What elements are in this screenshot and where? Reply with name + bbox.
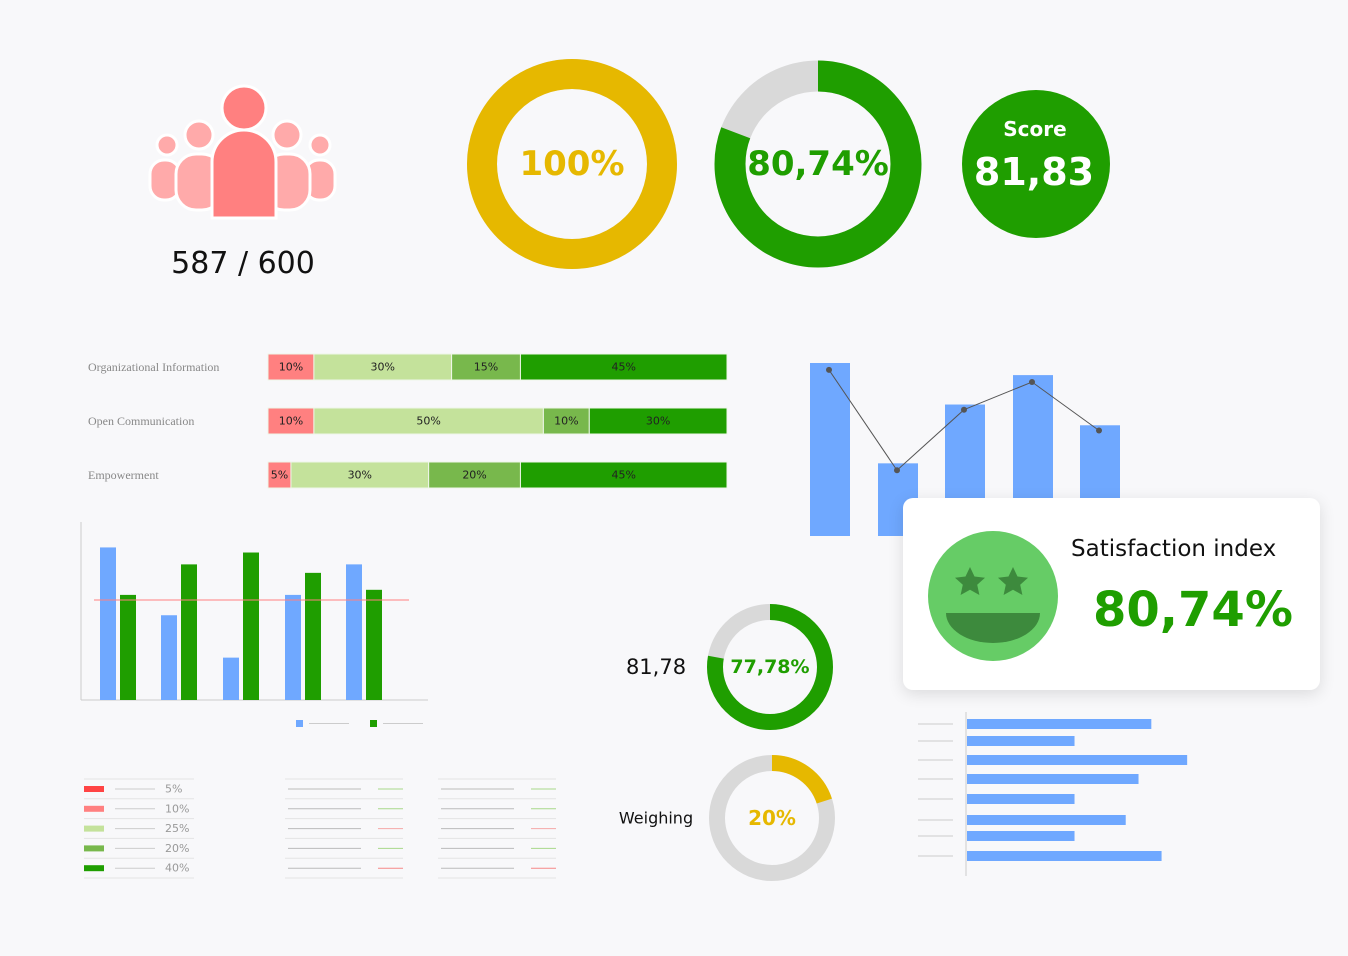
score-title: Score [1003, 117, 1066, 141]
people-count: 587 / 600 [171, 246, 315, 281]
legend-label: 5% [165, 783, 182, 796]
grouped-bar [120, 594, 136, 700]
legend-label: 20% [165, 842, 189, 855]
combo-line-point [1096, 427, 1102, 434]
satisfaction-card: Satisfaction index 80,74% [903, 498, 1320, 690]
grouped-bar [366, 589, 382, 700]
donut-attendance-label: 100% [519, 144, 624, 184]
small-donut-2-arc [709, 755, 835, 881]
stacked-segment [588, 407, 728, 435]
grouped-bar [223, 657, 239, 700]
grouped-bar [346, 564, 362, 700]
stacked-category-label: Empowerment [88, 468, 159, 482]
satisfaction-value: 80,74% [1093, 582, 1293, 638]
hbar-bar [967, 719, 1152, 729]
hbar-bar [967, 755, 1188, 765]
stacked-segment [290, 461, 430, 489]
grouped-bar [181, 564, 197, 700]
stacked-segment [428, 461, 521, 489]
stacked-segment-label: 5% [271, 469, 288, 482]
legend-swatch [84, 825, 104, 832]
stacked-segment-label: 30% [371, 361, 395, 374]
legend-swatch [84, 805, 104, 812]
combo-line-point [1029, 379, 1035, 386]
stacked-segment [267, 407, 315, 435]
grouped-bar [285, 594, 301, 700]
stacked-segment-label: 10% [554, 415, 578, 428]
stacked-segment-label: 30% [646, 415, 670, 428]
grouped-bar [161, 615, 177, 700]
satisfaction-title: Satisfaction index [1071, 536, 1277, 562]
grouped-legend-swatch [370, 720, 377, 727]
grouped-bar [305, 572, 321, 700]
legend-swatch [84, 845, 104, 852]
grouped-bar [243, 552, 259, 700]
stacked-segment [519, 461, 728, 489]
hbar-bar [967, 851, 1162, 861]
small-donut-1-side-label: 81,78 [626, 655, 686, 679]
legend-swatch [84, 786, 104, 792]
stacked-segment-label: 45% [611, 469, 635, 482]
score-circle [962, 90, 1110, 238]
legend-label: 10% [165, 802, 189, 815]
combo-bar [810, 363, 850, 536]
legend-label: 25% [165, 822, 189, 835]
score-value: 81,83 [974, 150, 1094, 194]
stacked-category-label: Open Communication [88, 414, 194, 428]
stacked-segment-label: 15% [474, 361, 498, 374]
legend-swatch [84, 865, 104, 872]
small-donut-2-label: 20% [748, 806, 796, 830]
stacked-category-label: Organizational Information [88, 360, 219, 374]
hbar-bar [967, 831, 1075, 841]
grouped-bar [100, 547, 116, 700]
stacked-segment [267, 353, 315, 381]
stacked-segment [542, 407, 590, 435]
legend-label: 40% [165, 862, 189, 875]
stacked-segment [451, 353, 521, 381]
hbar-bar [967, 736, 1075, 746]
stacked-segment-label: 20% [462, 469, 486, 482]
star-eyes-smiley-icon [928, 531, 1058, 661]
hbar-bar [967, 815, 1126, 825]
stacked-segment-label: 50% [416, 415, 440, 428]
stacked-segment [519, 353, 728, 381]
grouped-legend-swatch [296, 720, 303, 727]
donut-attendance-arc [467, 59, 677, 269]
hbar-bar [967, 774, 1139, 784]
hbar-bar [967, 794, 1075, 804]
combo-line-point [894, 467, 900, 474]
stacked-segment-label: 10% [279, 415, 303, 428]
small-donut-1-arc [707, 604, 833, 730]
combo-line-point [961, 406, 967, 413]
people-group-icon [148, 84, 337, 220]
donut-main-arc [714, 60, 922, 268]
small-donut-1-label: 77,78% [730, 656, 809, 678]
small-donut-2-side-label: Weighing [619, 809, 693, 828]
combo-line-point [826, 366, 832, 373]
stacked-segment-label: 45% [611, 361, 635, 374]
stacked-segment-label: 30% [348, 469, 372, 482]
stacked-segment-label: 10% [279, 361, 303, 374]
donut-main-label: 80,74% [747, 144, 889, 184]
